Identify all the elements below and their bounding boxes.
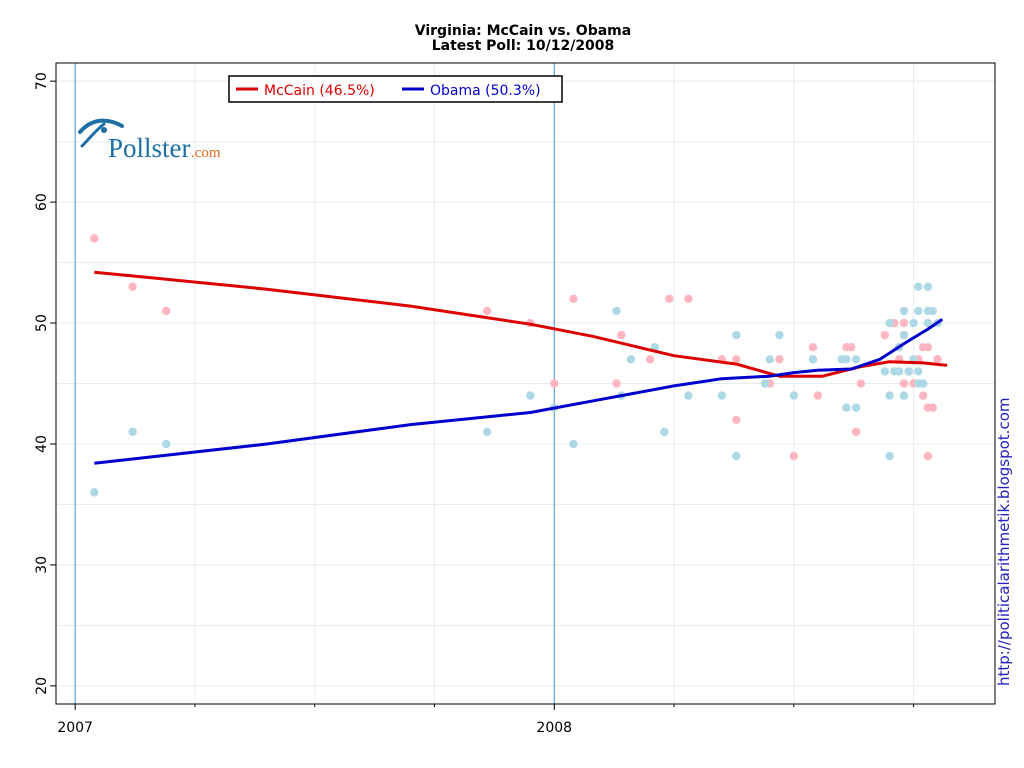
y-tick-label: 60 [34, 193, 50, 211]
obama-poll-point [161, 439, 171, 449]
obama-poll-point [851, 355, 861, 364]
mccain-poll-point [808, 343, 818, 352]
obama-poll-point [90, 488, 99, 497]
pollster-logo: Pollster .com [78, 118, 221, 163]
obama-poll-point [842, 355, 851, 364]
obama-poll-point [899, 391, 909, 400]
obama-poll-point [775, 330, 784, 340]
obama-poll-point [885, 391, 894, 400]
source-url: http://politicalarithmetik.blogspot.com [995, 398, 1013, 687]
x-tick-label: 2007 [57, 720, 93, 736]
poll-points [90, 234, 942, 497]
obama-poll-point [684, 391, 693, 400]
legend-box [228, 75, 563, 103]
mccain-trend-line [94, 270, 948, 378]
mccain-poll-point [918, 391, 928, 400]
mccain-poll-point [550, 379, 559, 388]
mccain-poll-point [923, 451, 933, 461]
obama-poll-point [923, 282, 933, 291]
obama-poll-point [526, 391, 535, 400]
mccain-poll-point [923, 343, 933, 352]
obama-poll-point [914, 306, 923, 316]
obama-poll-point [851, 403, 861, 412]
obama-poll-point [928, 306, 937, 316]
obama-poll-point [923, 318, 933, 328]
obama-poll-point [885, 318, 894, 328]
obama-poll-point [128, 427, 137, 437]
mccain-poll-point [569, 294, 578, 304]
obama-poll-point [918, 379, 928, 388]
y-tick-label: 50 [34, 314, 50, 332]
obama-poll-point [894, 367, 904, 376]
obama-poll-point [732, 330, 741, 340]
obama-poll-point [612, 306, 621, 316]
obama-poll-point [660, 427, 669, 437]
legend-label-mccain: McCain (46.5%) [264, 83, 375, 99]
obama-poll-point [914, 367, 923, 376]
chart-title: Virginia: McCain vs. Obama [415, 23, 631, 39]
pollster-logo-text: Pollster [108, 133, 191, 163]
mccain-poll-point [813, 391, 822, 400]
obama-poll-point [842, 403, 851, 412]
obama-poll-point [880, 367, 890, 376]
chart-subtitle: Latest Poll: 10/12/2008 [432, 38, 615, 54]
obama-trend-line [94, 318, 944, 465]
mccain-poll-point [899, 318, 909, 328]
grid-lines [56, 63, 995, 704]
mccain-poll-point [665, 294, 674, 304]
pollster-swoosh-icon [78, 118, 124, 148]
obama-poll-point [717, 391, 727, 400]
obama-poll-point [899, 306, 909, 316]
mccain-poll-point [732, 355, 741, 364]
plot-frame [55, 62, 996, 705]
mccain-poll-point [128, 282, 137, 291]
obama-poll-point [909, 318, 918, 328]
mccain-poll-point [789, 451, 798, 461]
mccain-poll-point [928, 403, 937, 412]
mccain-poll-point [899, 379, 909, 388]
obama-poll-point [885, 451, 894, 461]
obama-poll-point [482, 427, 492, 437]
obama-poll-point [789, 391, 798, 400]
obama-poll-point [760, 379, 770, 388]
trend-lines [94, 270, 948, 465]
mccain-poll-point [732, 415, 741, 424]
mccain-poll-point [612, 379, 621, 388]
legend-label-obama: Obama (50.3%) [430, 83, 541, 99]
mccain-poll-point [880, 330, 890, 340]
y-tick-label: 70 [34, 72, 50, 90]
y-tick-label: 30 [34, 556, 50, 574]
mccain-poll-point [161, 306, 171, 316]
mccain-poll-point [775, 355, 784, 364]
axes: 20 30 40 50 60 70 2007 2008 [34, 72, 915, 736]
y-tick-label: 20 [34, 677, 50, 695]
mccain-poll-point [847, 343, 856, 352]
mccain-poll-point [645, 355, 655, 364]
y-tick-label: 40 [34, 435, 50, 453]
mccain-poll-point [933, 355, 942, 364]
obama-poll-point [808, 355, 818, 364]
obama-poll-point [732, 451, 741, 461]
mccain-poll-point [851, 427, 861, 437]
obama-poll-point [899, 330, 909, 340]
mccain-poll-point [482, 306, 492, 316]
mccain-poll-point [90, 234, 99, 243]
obama-poll-point [904, 367, 913, 376]
obama-poll-point [569, 439, 578, 449]
legend: McCain (46.5%) Obama (50.3%) [228, 75, 563, 103]
obama-poll-point [626, 355, 636, 364]
mccain-poll-point [684, 294, 693, 304]
mccain-poll-point [617, 330, 626, 340]
obama-poll-point [765, 355, 775, 364]
x-tick-label: 2008 [536, 720, 572, 736]
pollster-logo-suffix: .com [191, 145, 221, 161]
obama-poll-point [914, 282, 923, 291]
mccain-poll-point [856, 379, 866, 388]
